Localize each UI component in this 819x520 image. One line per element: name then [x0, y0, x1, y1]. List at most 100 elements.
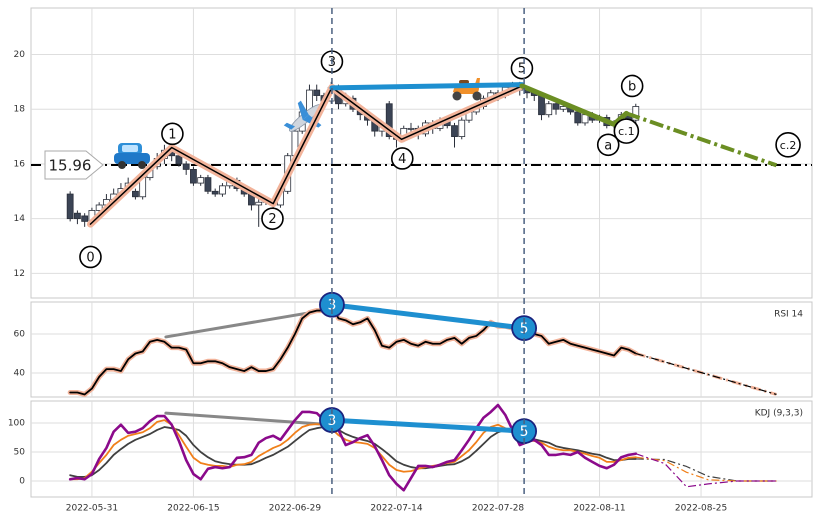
- candle-body: [545, 103, 553, 116]
- x-tick-label: 2022-08-25: [675, 504, 727, 514]
- candle-body: [574, 111, 582, 124]
- projection-line: [635, 352, 777, 396]
- series-line: [69, 419, 637, 481]
- candle-body: [385, 103, 393, 137]
- candle-body: [632, 106, 640, 121]
- candle-body: [458, 119, 466, 137]
- pivot-line: [329, 302, 527, 331]
- projection-halo: [635, 352, 777, 396]
- correction-projection: [625, 111, 778, 168]
- projection-line: [635, 458, 777, 482]
- y-tick-label: 14: [14, 214, 26, 224]
- candle-body: [538, 95, 545, 116]
- wave-label: c.2: [780, 139, 797, 152]
- candle-body: [197, 177, 205, 184]
- scooter-wheel: [472, 91, 482, 101]
- wave-label: 2: [268, 212, 276, 227]
- car-window: [122, 145, 138, 152]
- candle-body: [219, 185, 226, 195]
- candle-body: [552, 103, 560, 110]
- plane-wing: [297, 100, 309, 120]
- candle-body: [559, 106, 567, 110]
- series-halo: [67, 302, 639, 397]
- y-tick-label: 100: [8, 418, 25, 428]
- candle-body: [204, 177, 212, 192]
- y-tick-label: 16: [14, 159, 26, 169]
- x-tick-label: 2022-07-28: [472, 504, 525, 514]
- candle-body: [407, 127, 415, 130]
- trend-line: [164, 411, 325, 426]
- y-tick-label: 40: [14, 369, 26, 379]
- x-tick-label: 2022-06-15: [167, 504, 219, 514]
- candle-body: [451, 125, 458, 137]
- candle-body: [66, 193, 74, 220]
- y-tick-label: 50: [14, 447, 26, 457]
- y-tick-label: 20: [14, 50, 26, 60]
- candle-body: [81, 215, 89, 222]
- scooter-icon: [452, 78, 482, 101]
- y-tick-label: 60: [14, 329, 26, 339]
- y-tick-label: 0: [19, 476, 25, 486]
- candle-body: [95, 204, 103, 211]
- level-label-box: [44, 150, 104, 180]
- wave-label-circle: [620, 74, 644, 98]
- car-wheel: [118, 161, 126, 169]
- panel-frame: [30, 301, 813, 398]
- x-tick-label: 2022-05-31: [66, 504, 118, 514]
- wave-label: 0: [86, 250, 94, 265]
- pivot-label: 3: [327, 298, 336, 314]
- x-tick-label: 2022-08-11: [573, 504, 625, 514]
- wave-label: 1: [168, 127, 176, 142]
- wave-label: 4: [398, 152, 406, 167]
- candle-body: [175, 155, 183, 165]
- wave-label-circle: [510, 56, 534, 80]
- wave-label: a: [604, 138, 612, 153]
- wave-label-circle: [161, 122, 184, 146]
- panel-frame: [30, 400, 813, 498]
- panel-label: RSI 14: [774, 310, 803, 320]
- y-tick-label: 12: [14, 269, 25, 279]
- projection-line: [635, 456, 777, 482]
- car-wheel: [138, 161, 146, 169]
- candle-body: [581, 114, 589, 124]
- candle-body: [190, 169, 197, 184]
- y-tick-label: 18: [14, 105, 26, 115]
- candle-body: [211, 190, 219, 195]
- x-tick-label: 2022-07-14: [370, 504, 423, 514]
- car-icon: [114, 143, 150, 169]
- marks-layer: [31, 81, 812, 492]
- wave-line: [89, 85, 523, 225]
- panel-frame: [30, 7, 813, 299]
- x-tick-label: 2022-06-29: [269, 504, 322, 514]
- pivot-line: [329, 417, 527, 434]
- projection-line: [635, 453, 777, 488]
- trend-line: [164, 309, 325, 339]
- panel-label: KDJ (9,3,3): [755, 409, 803, 419]
- candle-body: [182, 163, 190, 170]
- scooter-wheel: [452, 91, 462, 101]
- wave-label-circle: [261, 207, 284, 230]
- wave-label-circle: [79, 245, 102, 269]
- level-label: 15.96: [49, 157, 92, 175]
- icons: [114, 78, 482, 169]
- candle-body: [132, 190, 139, 198]
- series-line: [69, 303, 637, 396]
- series-line: [68, 403, 638, 492]
- wave-label: c.1: [618, 125, 635, 138]
- series-line: [69, 426, 637, 478]
- wave-label-circle: [775, 131, 801, 158]
- candle-body: [313, 89, 321, 96]
- channel-line: [329, 82, 525, 91]
- scooter-seat: [459, 80, 469, 84]
- wave-label: 5: [518, 62, 526, 77]
- wave-label-circle: [390, 147, 414, 170]
- wave-label-circle: [613, 118, 640, 144]
- plane-tail: [283, 122, 296, 130]
- wave-label-circle: [596, 133, 620, 157]
- correction-line: [519, 83, 629, 127]
- wave-label: b: [628, 79, 636, 94]
